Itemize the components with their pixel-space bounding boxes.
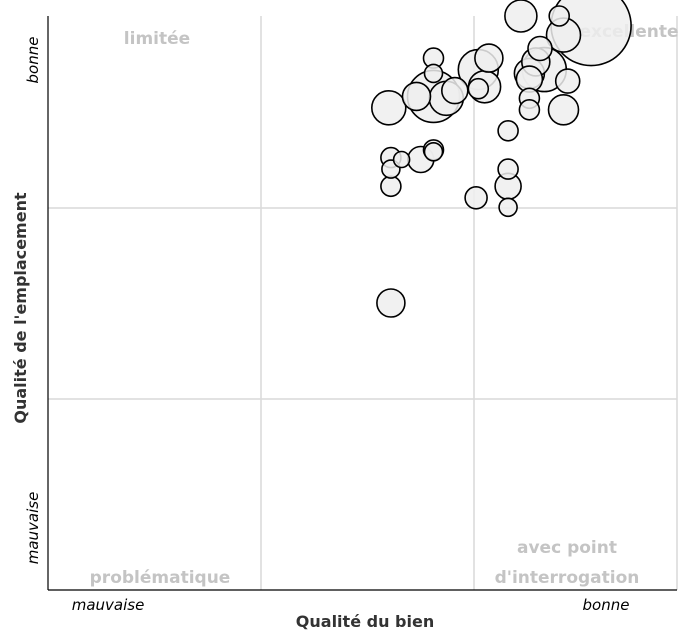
bubble-point-12	[474, 43, 504, 73]
bubble-point-17	[440, 76, 469, 105]
bubble-point-36	[498, 197, 518, 218]
bubble-point-37	[392, 150, 411, 169]
quadrant-label-dinterrogation: d'interrogation	[495, 568, 640, 588]
bubble-point-14	[401, 81, 432, 112]
x-axis-title: Qualité du bien	[296, 612, 434, 631]
quadrant-label-limitee: limitée	[124, 29, 190, 49]
bubble-point-22	[464, 186, 488, 210]
quadrant-label-avec-point: avec point	[517, 538, 617, 558]
bubble-point-33	[423, 63, 444, 84]
bubble-point-11	[547, 94, 580, 126]
gridlines	[48, 16, 678, 590]
bubble-point-7	[370, 90, 407, 126]
quadrant-labels: limitée excellente problématique avec po…	[90, 22, 679, 588]
bubble-point-28	[497, 120, 519, 142]
y-axis-high-label: bonne	[24, 37, 42, 84]
y-axis-low-label: mauvaise	[24, 492, 42, 565]
bubble-point-15	[376, 288, 406, 318]
bubble-point-27	[518, 99, 541, 121]
x-axis-high-label: bonne	[583, 596, 630, 614]
x-axis-low-label: mauvaise	[72, 596, 145, 614]
bubble-point-32	[380, 175, 402, 198]
bubble-point-21	[554, 68, 581, 94]
bubble-point-34	[423, 142, 444, 162]
quadrant-label-problematique: problématique	[90, 568, 231, 588]
y-axis-title: Qualité de l'emplacement	[11, 192, 30, 424]
axis-labels: mauvaise bonne Qualité du bien bonne mau…	[11, 37, 629, 631]
bubble-point-8	[504, 0, 538, 33]
bubble-point-25	[467, 77, 490, 100]
bubble-point-23	[548, 5, 571, 27]
axes	[47, 16, 677, 591]
bubble-point-20	[527, 35, 553, 62]
bubble-point-31	[497, 158, 519, 180]
bubble-series	[370, 0, 632, 318]
